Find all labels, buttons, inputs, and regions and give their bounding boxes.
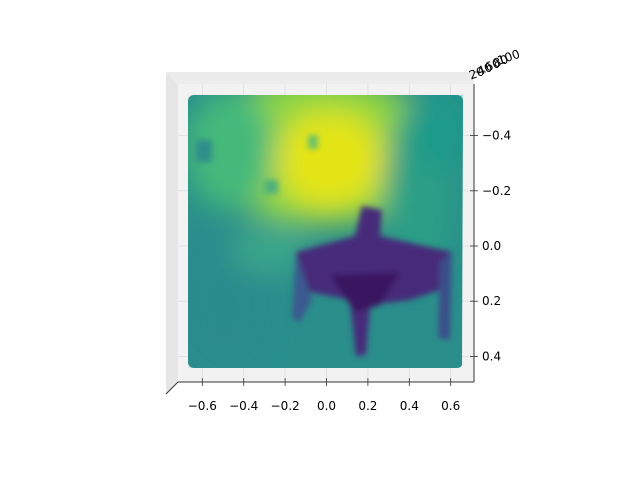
y-tick-label: −0.2 <box>482 184 511 198</box>
x-tick-label: 0.2 <box>358 399 377 413</box>
x-tick-label: −0.4 <box>229 399 258 413</box>
y-axis: −0.4 −0.2 0.0 0.2 0.4 <box>470 84 511 382</box>
x-tick-label: −0.2 <box>271 399 300 413</box>
z-tick-label: 80 <box>491 52 510 70</box>
z-tick-label: 40 <box>475 60 494 78</box>
x-tick-label: 0.6 <box>441 399 460 413</box>
x-axis: −0.6 −0.4 −0.2 0.0 0.2 0.4 0.6 <box>165 378 474 413</box>
x-tick-label: 0.0 <box>317 399 336 413</box>
z-tick-label: 60 <box>483 56 502 74</box>
z-tick-label: 20 <box>467 64 486 82</box>
corner-spine <box>165 381 179 395</box>
y-tick-label: 0.4 <box>482 349 501 363</box>
x-tick-label: −0.6 <box>188 399 217 413</box>
y-tick-label: 0.0 <box>482 239 501 253</box>
x-tick-label: 0.4 <box>400 399 419 413</box>
y-tick-label: −0.4 <box>482 129 511 143</box>
y-tick-label: 0.2 <box>482 294 501 308</box>
depth-surface <box>188 95 463 368</box>
